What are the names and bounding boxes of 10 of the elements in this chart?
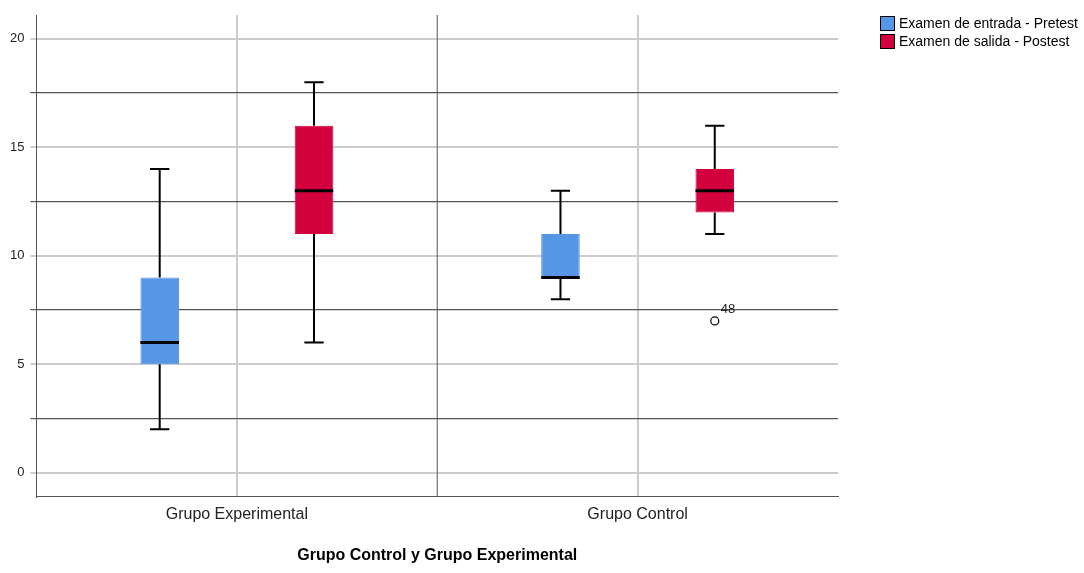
y-tick-label: 10	[9, 247, 25, 263]
y-tick-label: 20	[9, 30, 25, 46]
y-tick-label: 5	[17, 355, 25, 371]
x-axis-title: Grupo Control y Grupo Experimental	[297, 545, 578, 563]
y-tick-label: 0	[17, 464, 25, 480]
legend-label: Examen de salida - Postest	[899, 32, 1070, 50]
y-tick-label: 15	[9, 138, 25, 154]
x-tick-label: Grupo Experimental	[165, 504, 308, 522]
legend-label: Examen de entrada - Pretest	[899, 14, 1078, 32]
x-tick-label: Grupo Control	[587, 504, 688, 522]
